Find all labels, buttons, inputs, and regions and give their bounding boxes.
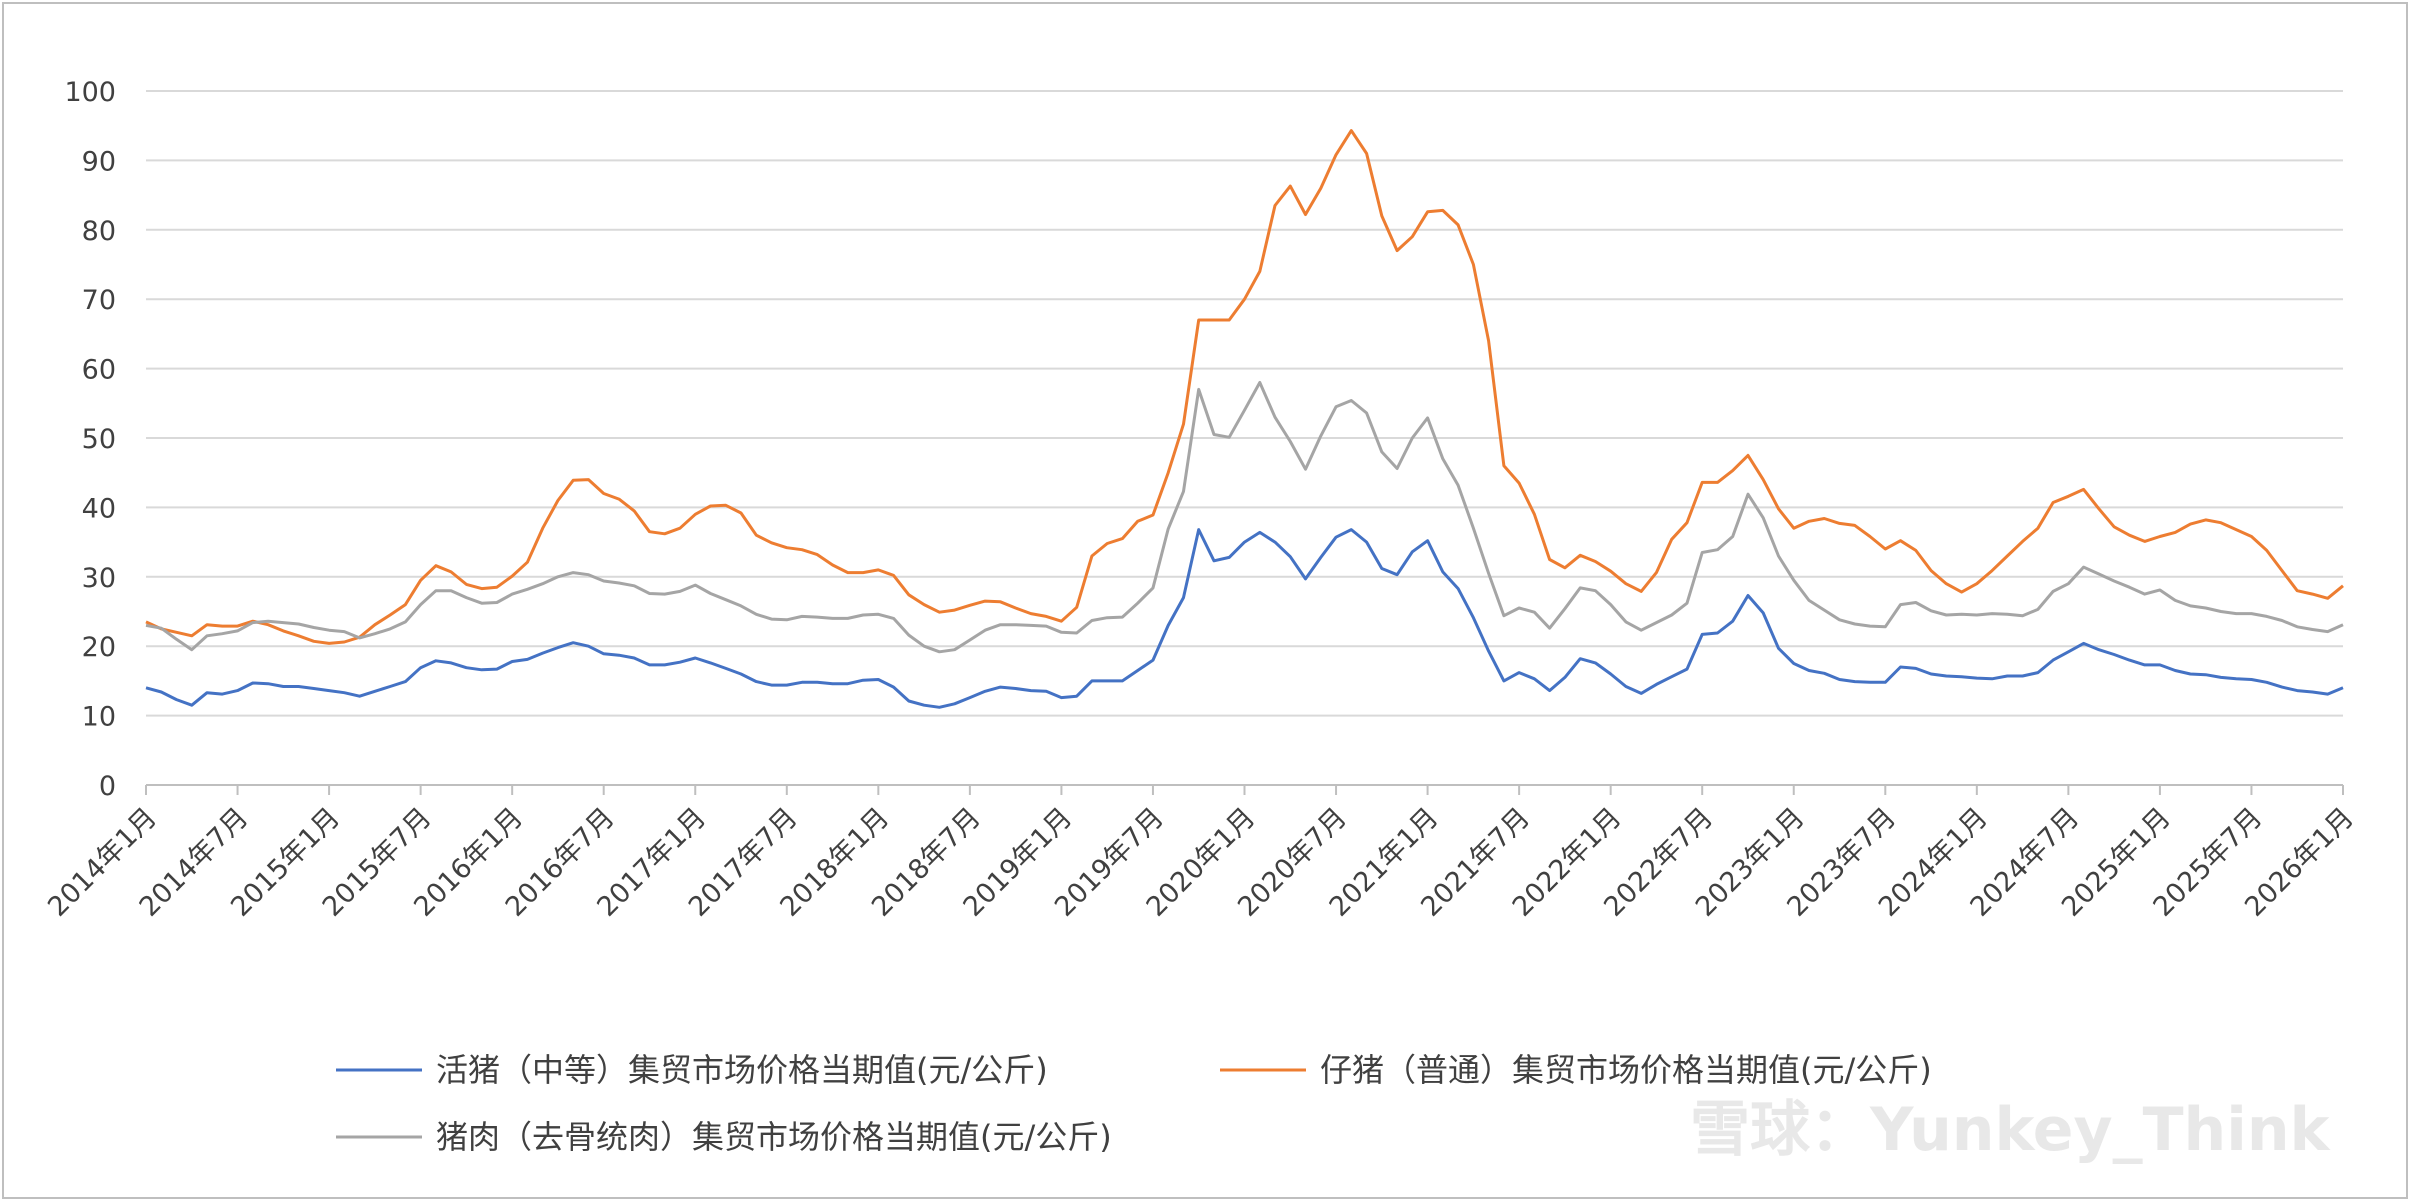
legend-label-2: 仔猪（普通）集贸市场价格当期值(元/公斤) xyxy=(1320,1051,1932,1089)
y-tick-label: 40 xyxy=(82,493,116,524)
y-tick-label: 30 xyxy=(82,563,116,594)
series-line-1 xyxy=(145,528,2344,709)
y-tick-label: 80 xyxy=(82,216,116,247)
y-tick-label: 10 xyxy=(82,702,116,733)
watermark-text: 雪球：Yunkey_Think xyxy=(1690,1095,2332,1165)
legend-label-1: 活猪（中等）集贸市场价格当期值(元/公斤) xyxy=(436,1051,1048,1089)
y-tick-label: 100 xyxy=(64,77,116,108)
legend-label-3: 猪肉（去骨统肉）集贸市场价格当期值(元/公斤) xyxy=(436,1118,1112,1156)
y-tick-label: 50 xyxy=(82,424,116,455)
y-tick-label: 60 xyxy=(82,355,116,386)
series-line-2 xyxy=(145,129,2344,645)
y-tick-label: 0 xyxy=(99,771,116,802)
y-tick-label: 20 xyxy=(82,632,116,663)
y-tick-label: 90 xyxy=(82,146,116,177)
series-line-3 xyxy=(145,381,2344,654)
y-tick-label: 70 xyxy=(82,285,116,316)
